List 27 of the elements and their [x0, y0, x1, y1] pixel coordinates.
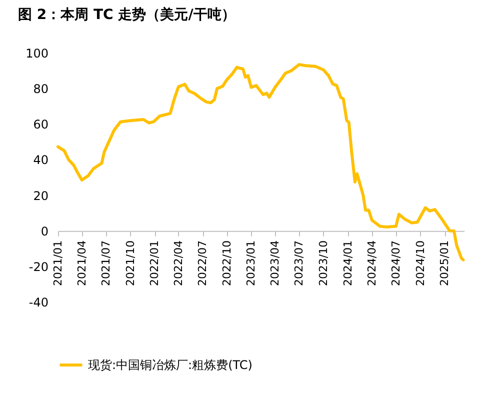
x-tick-label: 2023/04 [268, 240, 282, 286]
y-tick-label: -40 [28, 296, 48, 310]
x-tick-label: 2021/01 [52, 240, 64, 286]
x-tick-label: 2021/07 [99, 240, 112, 286]
y-tick-label: 0 [40, 224, 48, 238]
y-tick-label: 60 [33, 118, 48, 132]
x-tick-label: 2024/04 [365, 240, 378, 286]
y-tick-label: 20 [33, 188, 48, 203]
x-tick-label: 2022/07 [196, 240, 210, 286]
x-tick-label: 2023/01 [244, 240, 258, 286]
x-tick-label: 2024/07 [389, 240, 402, 286]
chart-title: 图 2：本周 TC 走势（美元/干吨） [18, 6, 236, 23]
x-tick-label: 2024/10 [414, 240, 427, 286]
y-tick-label: 40 [33, 153, 48, 168]
y-tick-label: 80 [33, 82, 48, 96]
x-tick-label: 2025/01 [438, 240, 452, 286]
x-tick-label: 2022/10 [220, 240, 234, 286]
x-tick-label: 2022/04 [172, 240, 185, 286]
x-tick-label: 2021/04 [75, 240, 88, 286]
y-tick-label: -20 [28, 260, 48, 274]
x-tick-label: 2021/10 [124, 240, 137, 286]
y-tick-label: 100 [26, 46, 48, 60]
x-tick-label: 2023/10 [316, 240, 330, 286]
legend-label: 现货:中国铜冶炼厂:粗炼费(TC) [88, 358, 252, 372]
x-tick-label: 2024/01 [341, 240, 354, 286]
x-tick-label: 2022/01 [148, 240, 162, 286]
x-tick-label: 2023/07 [292, 240, 306, 286]
